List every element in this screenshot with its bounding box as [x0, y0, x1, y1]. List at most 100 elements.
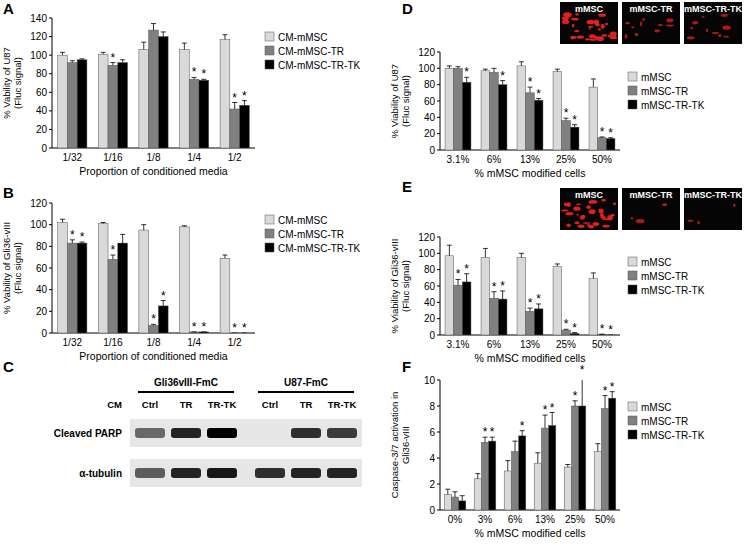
- inset-cell: [588, 200, 597, 204]
- significance: *: [600, 322, 605, 336]
- y-tick-label: 0: [429, 145, 435, 156]
- panel-label: E: [402, 178, 412, 195]
- inset-cell: [598, 209, 603, 214]
- inset-cell: [706, 28, 708, 32]
- inset-cell: [566, 202, 571, 207]
- y-axis-label: (Fluc signal): [400, 75, 411, 127]
- group-label: U87-FmC: [284, 377, 328, 388]
- bar: [67, 243, 77, 333]
- panel: E0204060801001203.1%6%13%25%50%*********…: [389, 178, 742, 364]
- error-stem: [507, 461, 508, 471]
- y-tick: [49, 311, 52, 312]
- inset-cell: [662, 203, 667, 206]
- significance: *: [603, 384, 608, 398]
- x-tick-label: 13%: [535, 514, 555, 525]
- x-tick-label: 1/32: [63, 152, 83, 163]
- y-tick-label: 60: [36, 87, 48, 98]
- significance: *: [572, 113, 577, 127]
- inset-image: [622, 188, 680, 230]
- error-bar: [475, 474, 480, 479]
- inset-cell: [687, 220, 693, 222]
- bar: [562, 121, 571, 150]
- error-cap: [447, 245, 452, 246]
- inset-cell: [563, 12, 572, 17]
- error-bar: [101, 223, 106, 224]
- error-bar: [513, 441, 518, 451]
- bar: [459, 501, 466, 510]
- bar: [445, 68, 454, 150]
- y-tick: [437, 286, 440, 287]
- error-bar: [492, 68, 497, 72]
- inset-cell: [594, 19, 599, 24]
- y-tick: [49, 73, 52, 74]
- bar: [139, 230, 149, 333]
- y-tick-label: 100: [30, 50, 47, 61]
- inset-cell: [570, 36, 576, 39]
- inset-image: [622, 2, 680, 44]
- bar: [606, 139, 615, 150]
- legend: mMSCmMSC-TRmMSC-TR-TK: [628, 72, 705, 111]
- inset-cell: [631, 217, 633, 220]
- bar: [601, 409, 608, 510]
- significance: *: [70, 228, 75, 242]
- y-tick: [49, 129, 52, 130]
- bar: [498, 299, 507, 335]
- error-stem: [224, 35, 225, 40]
- significance: *: [528, 75, 533, 89]
- error-cap: [60, 219, 65, 220]
- significance: *: [490, 425, 495, 439]
- y-axis-label: % Vability of Gli36-vIII: [1, 222, 12, 314]
- inset-cell: [571, 18, 579, 21]
- legend-label: CM-mMSC-TR: [278, 46, 344, 57]
- error-bar: [519, 62, 524, 66]
- inset: mMSC-TR-TK: [684, 2, 742, 44]
- error-stem: [537, 453, 538, 463]
- bar: [149, 30, 159, 148]
- bar: [158, 306, 168, 333]
- inset-cell: [723, 36, 729, 38]
- error-cap: [483, 69, 488, 70]
- panel-label: A: [3, 0, 14, 17]
- error-cap: [182, 225, 187, 226]
- inset-cell: [602, 225, 609, 228]
- y-tick-label: 20: [424, 313, 436, 324]
- y-tick: [437, 237, 440, 238]
- bar: [481, 442, 488, 510]
- bar: [541, 428, 548, 510]
- error-bar: [565, 465, 570, 468]
- inset-label: mMSC: [575, 4, 604, 14]
- error-bar: [595, 444, 600, 452]
- x-tick-label: 1/4: [187, 337, 201, 348]
- inset-cell: [692, 21, 698, 24]
- inset-cell: [566, 224, 570, 228]
- panel: D0204060801001203.1%6%13%25%50%********m…: [389, 0, 742, 179]
- legend-label: CM-mMSC-TR-TK: [278, 60, 361, 71]
- bar: [474, 479, 481, 510]
- x-tick-label: 6%: [487, 154, 502, 165]
- bar: [149, 325, 159, 333]
- error-stem: [521, 253, 522, 257]
- bar: [571, 406, 578, 510]
- band: [135, 428, 165, 438]
- significance: *: [543, 403, 548, 417]
- error-stem: [224, 255, 225, 258]
- y-tick-label: 0: [41, 143, 47, 154]
- inset-cell: [601, 24, 605, 29]
- bar: [570, 127, 579, 150]
- legend-label: mMSC-TR: [641, 86, 688, 97]
- inset-cell: [589, 209, 596, 214]
- error-stem: [153, 24, 154, 31]
- significance: *: [242, 321, 247, 335]
- legend-label: mMSC-TR-TK: [641, 100, 705, 111]
- y-tick-label: 80: [36, 241, 48, 252]
- inset-cell: [587, 20, 595, 25]
- significance: *: [500, 69, 505, 83]
- y-tick-label: 60: [36, 263, 48, 274]
- x-tick-label: 6%: [508, 514, 523, 525]
- y-tick-label: 0: [429, 330, 435, 341]
- x-axis-label: % mMSC modified cells: [475, 527, 586, 539]
- bar: [526, 311, 535, 335]
- error-bar: [591, 79, 596, 87]
- error-stem: [521, 62, 522, 66]
- significance: *: [464, 262, 469, 276]
